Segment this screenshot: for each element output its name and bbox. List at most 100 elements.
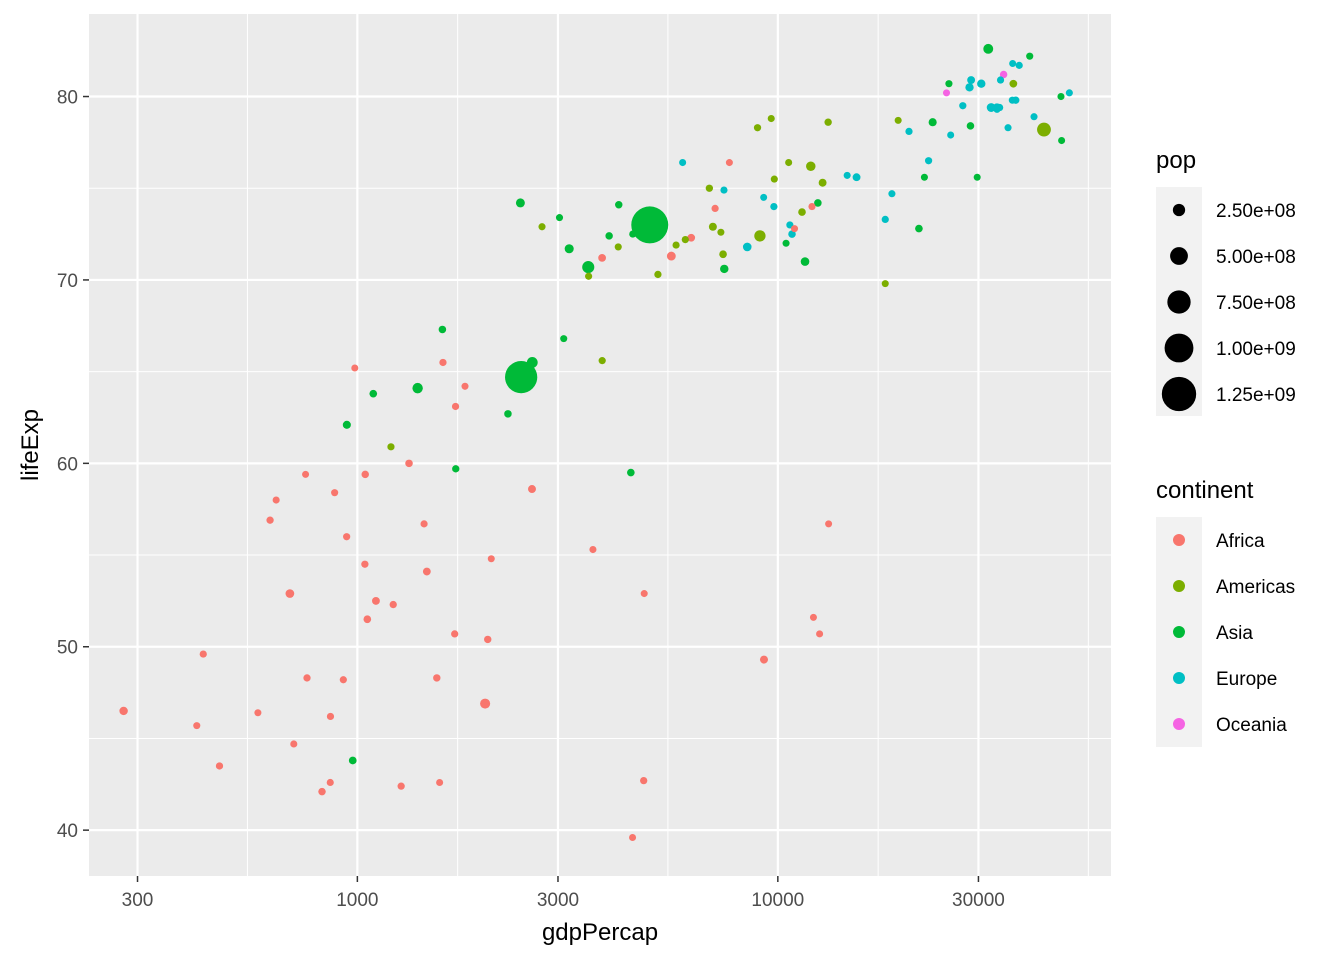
- data-points: [119, 43, 1073, 841]
- data-point-europe: [959, 102, 967, 110]
- data-point-americas: [767, 114, 775, 123]
- data-point-europe: [852, 173, 861, 182]
- data-point-africa: [808, 203, 816, 211]
- y-tick-label: 40: [57, 821, 78, 842]
- data-point-africa: [389, 600, 397, 609]
- data-point-africa: [816, 630, 824, 638]
- data-point-africa: [363, 615, 372, 624]
- data-point-africa: [193, 722, 201, 730]
- data-point-americas: [705, 184, 714, 192]
- data-point-asia: [629, 230, 637, 238]
- data-point-asia: [1057, 92, 1065, 101]
- size-legend-items: 2.50e+08 5.00e+08 7.50e+08 1.00e+09 1.25e+09: [1161, 201, 1296, 412]
- x-tick-label: 1000: [336, 890, 378, 911]
- color-legend-label: Americas: [1216, 577, 1295, 598]
- data-point-europe: [1065, 89, 1073, 97]
- data-point-europe: [1015, 61, 1023, 69]
- data-point-africa: [666, 251, 676, 261]
- data-point-africa: [640, 590, 648, 598]
- y-tick-label: 70: [57, 271, 78, 292]
- data-point-americas: [824, 118, 832, 126]
- data-point-oceania: [942, 89, 951, 97]
- color-legend-title: continent: [1156, 477, 1254, 504]
- data-point-africa: [326, 712, 335, 721]
- data-point-africa: [290, 740, 298, 748]
- size-legend-key: [1164, 333, 1194, 363]
- color-legend-label: Europe: [1216, 669, 1277, 690]
- minor-grid: [89, 14, 1111, 876]
- data-point-americas: [818, 178, 827, 187]
- major-grid: [89, 14, 1111, 876]
- data-point-africa: [451, 630, 459, 638]
- data-point-africa: [339, 676, 347, 684]
- data-point-africa: [371, 596, 380, 605]
- data-point-asia: [973, 173, 981, 181]
- data-point-africa: [199, 650, 207, 658]
- data-point-africa: [711, 204, 719, 213]
- data-point-asia: [1026, 52, 1034, 60]
- color-legend-label: Asia: [1216, 623, 1253, 644]
- size-legend-label: 2.50e+08: [1216, 201, 1296, 222]
- data-point-africa: [215, 762, 224, 770]
- data-point-africa: [422, 567, 431, 576]
- data-point-asia: [920, 173, 928, 181]
- data-point-asia: [505, 361, 538, 394]
- data-point-africa: [439, 358, 447, 367]
- y-tick-label: 60: [57, 454, 78, 475]
- color-legend-key: [1173, 580, 1185, 592]
- size-legend-label: 7.50e+08: [1216, 293, 1296, 314]
- data-point-africa: [487, 555, 495, 563]
- data-point-americas: [754, 230, 766, 242]
- data-point-asia: [564, 244, 574, 254]
- color-legend-key: [1173, 534, 1185, 546]
- data-point-asia: [555, 214, 564, 222]
- data-point-asia: [782, 239, 790, 247]
- data-point-europe: [1030, 113, 1038, 121]
- data-point-americas: [614, 243, 622, 251]
- data-point-asia: [945, 80, 953, 88]
- size-legend: pop 2.50e+08 5.00e+08 7.50e+08 1.00e+09 1.25…: [1156, 147, 1296, 416]
- data-point-americas: [798, 208, 806, 216]
- data-point-africa: [598, 254, 606, 262]
- data-point-africa: [725, 159, 733, 167]
- data-point-africa: [326, 778, 334, 787]
- data-point-americas: [806, 161, 816, 171]
- data-point-americas: [785, 159, 793, 167]
- data-point-europe: [888, 190, 896, 198]
- y-axis-title: lifeExp: [17, 409, 44, 481]
- data-point-africa: [528, 485, 536, 493]
- data-point-americas: [585, 272, 593, 280]
- data-point-africa: [589, 545, 597, 554]
- data-point-americas: [654, 270, 662, 279]
- data-point-africa: [361, 470, 369, 479]
- size-legend-title: pop: [1156, 147, 1196, 174]
- data-point-americas: [881, 280, 889, 288]
- y-axis-ticks: 40 50 60 70 80: [57, 88, 89, 842]
- data-point-africa: [687, 233, 696, 242]
- data-point-africa: [484, 635, 492, 644]
- data-point-americas: [1037, 122, 1051, 137]
- size-legend-key: [1161, 376, 1197, 412]
- data-point-europe: [843, 171, 851, 179]
- color-legend-key: [1173, 672, 1185, 684]
- data-point-africa: [791, 225, 799, 233]
- data-point-asia: [1058, 137, 1066, 145]
- color-legend: continent Africa Americas Asia Europe Oceani…: [1156, 477, 1295, 747]
- data-point-asia: [631, 206, 669, 244]
- data-point-asia: [800, 257, 810, 266]
- data-point-europe: [905, 127, 913, 135]
- data-point-americas: [672, 241, 680, 249]
- data-point-europe: [996, 76, 1005, 84]
- data-point-americas: [681, 235, 689, 244]
- data-point-asia: [720, 264, 729, 274]
- data-point-africa: [809, 613, 817, 621]
- data-point-europe: [770, 202, 778, 211]
- data-point-asia: [515, 198, 525, 208]
- data-point-africa: [461, 382, 469, 390]
- size-legend-label: 5.00e+08: [1216, 247, 1296, 268]
- data-point-africa: [266, 516, 274, 524]
- data-point-africa: [351, 364, 359, 372]
- data-point-americas: [538, 223, 546, 231]
- data-point-africa: [343, 533, 351, 541]
- x-axis-ticks: 300 1000 3000 10000 30000: [122, 876, 1005, 911]
